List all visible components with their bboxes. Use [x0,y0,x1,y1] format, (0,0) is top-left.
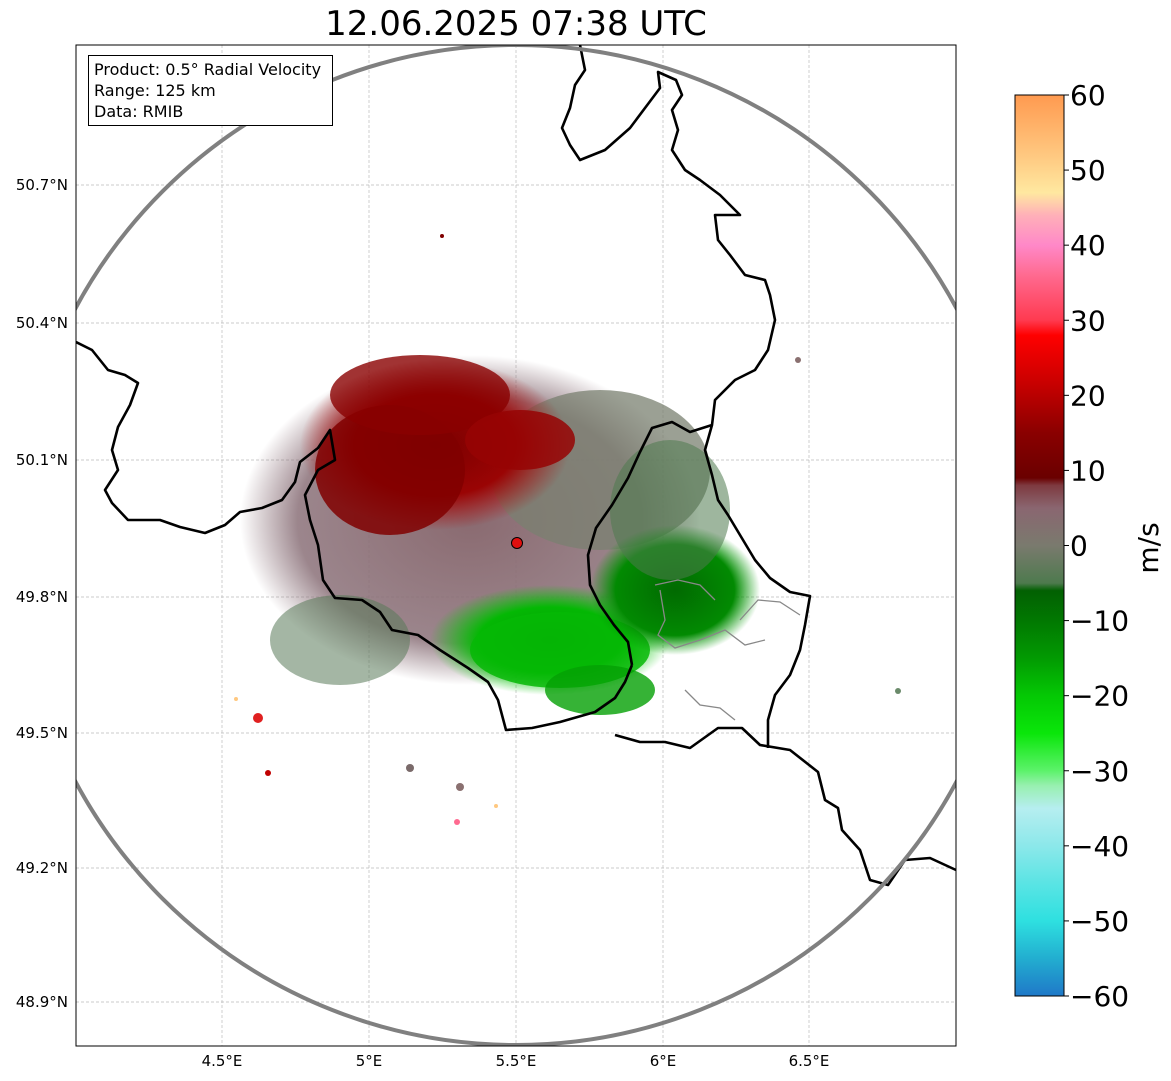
lat-tick-labels: 50.7°N 50.4°N 50.1°N 49.8°N 49.5°N 49.2°… [16,176,68,1011]
lat-tick-label: 49.8°N [16,588,68,606]
colorbar-tick-label: 50 [1070,154,1106,187]
echo-outbound-north [330,355,510,435]
echo-inbound-north [610,440,730,580]
map-title: 12.06.2025 07:38 UTC [325,4,707,44]
colorbar-tick-label: 20 [1070,379,1106,412]
boundary-lux-east [739,599,801,621]
colorbar-tick-label: −10 [1070,605,1129,638]
lat-tick-label: 49.2°N [16,859,68,877]
regional-boundaries [654,579,801,721]
boundary-lux-central [657,589,766,649]
echo-speckle [406,764,414,772]
boundary-lux-south [684,689,736,721]
echo-speckle [795,357,801,363]
lon-tick-label: 4.5°E [202,1052,243,1070]
echo-green-fringe-west [270,595,410,685]
colorbar-tick-label: 60 [1070,79,1106,112]
lon-tick-labels: 4.5°E 5°E 5.5°E 6°E 6.5°E [202,1052,830,1070]
echo-outbound-west [315,405,465,535]
country-borders [76,45,956,887]
colorbar-ticks: 60 50 40 30 20 10 0 −10 −20 −30 −40 −50 −60 [1064,79,1129,1013]
border-luxembourg-germany [703,424,812,748]
echo-speckle [234,697,238,701]
colorbar-tick-label: −50 [1070,905,1129,938]
colorbar-bar [1014,94,1065,997]
colorbar: 60 50 40 30 20 10 0 −10 −20 −30 −40 −50 −60 m/s [1014,79,1165,1013]
lat-tick-label: 50.4°N [16,314,68,332]
map-frame [75,44,957,1047]
colorbar-tick-label: 30 [1070,304,1106,337]
echo-outbound-east [465,410,575,470]
info-product: Product: 0.5° Radial Velocity [94,60,322,79]
lat-tick-label: 48.9°N [16,993,68,1011]
echo-speckle [494,804,498,808]
echo-speckle [456,783,464,791]
colorbar-tick-label: 40 [1070,229,1106,262]
border-belgium-luxembourg [560,45,777,666]
boundary-lux-north [654,579,716,601]
velocity-echoes [234,234,901,825]
echo-speckle [895,688,901,694]
lat-tick-label: 50.1°N [16,451,68,469]
lat-tick-label: 50.7°N [16,176,68,194]
colorbar-tick-label: −60 [1070,980,1129,1013]
colorbar-tick-label: 10 [1070,454,1106,487]
lon-tick-label: 6°E [650,1052,677,1070]
range-ring [76,45,956,1046]
colorbar-tick-label: −20 [1070,680,1129,713]
lon-tick-label: 5°E [356,1052,383,1070]
echo-speckle [253,713,263,723]
info-range: Range: 125 km [94,81,216,100]
border-france-belgium [76,340,634,732]
colorbar-unit-label: m/s [1132,522,1165,573]
radar-site-marker [511,537,523,549]
echo-speckle [440,234,444,238]
border-france-germany [614,726,956,887]
lon-tick-label: 5.5°E [496,1052,537,1070]
colorbar-tick-label: −30 [1070,755,1129,788]
lat-tick-label: 49.5°N [16,724,68,742]
echo-speckle [265,770,271,776]
colorbar-tick-label: 0 [1070,530,1088,563]
lon-tick-label: 6.5°E [789,1052,830,1070]
echo-speckle [454,819,460,825]
colorbar-tick-label: −40 [1070,830,1129,863]
info-box: Product: 0.5° Radial Velocity Range: 125… [88,55,333,126]
info-data-source: Data: RMIB [94,102,184,121]
